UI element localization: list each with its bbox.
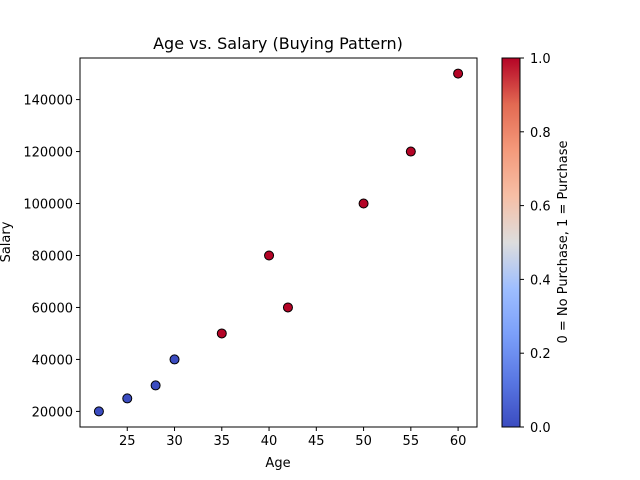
data-point	[264, 250, 275, 261]
x-tick-label: 45	[308, 434, 325, 449]
x-tick-label: 40	[261, 434, 278, 449]
data-point	[282, 302, 293, 313]
data-point	[122, 393, 133, 404]
data-point	[358, 198, 369, 209]
data-point	[169, 354, 180, 365]
data-point	[216, 328, 227, 339]
y-tick-label: 140000	[23, 94, 73, 109]
colorbar-tick-label: 1.0	[530, 52, 551, 67]
colorbar-tick-label: 0.6	[530, 200, 551, 215]
colorbar-tick-label: 0.0	[530, 421, 551, 436]
x-tick-label: 35	[214, 434, 231, 449]
x-axis-label: Age	[265, 456, 290, 471]
y-tick-label: 100000	[23, 198, 73, 213]
y-tick-label: 40000	[32, 353, 73, 368]
y-tick-label: 60000	[32, 301, 73, 316]
colorbar-tick-label: 0.4	[530, 273, 551, 288]
y-tick-label: 120000	[23, 146, 73, 161]
data-point	[405, 146, 416, 157]
x-tick-label: 50	[355, 434, 372, 449]
colorbar-gradient	[501, 57, 521, 428]
data-point	[453, 68, 464, 79]
colorbar: 0.0 0.2 0.4 0.6 0.8 1.0	[501, 52, 551, 436]
colorbar-label: 0 = No Purchase, 1 = Purchase	[556, 141, 571, 344]
data-point	[150, 380, 161, 391]
x-tick-label: 60	[450, 434, 467, 449]
colorbar-tick-label: 0.8	[530, 126, 551, 141]
chart-title: Age vs. Salary (Buying Pattern)	[153, 34, 403, 53]
colorbar-tick-label: 0.2	[530, 347, 551, 362]
y-tick-label: 20000	[32, 405, 73, 420]
x-tick-label: 25	[119, 434, 136, 449]
data-point	[93, 406, 104, 417]
y-axis-label: Salary	[0, 221, 14, 262]
x-tick-label: 30	[166, 434, 183, 449]
plot-frame	[79, 57, 478, 428]
x-tick-label: 55	[403, 434, 420, 449]
y-tick-label: 80000	[32, 249, 73, 264]
plot-area: 25 30 35 40 45 50 55 60 20000 40000 60000 80000 1000…	[23, 57, 478, 449]
